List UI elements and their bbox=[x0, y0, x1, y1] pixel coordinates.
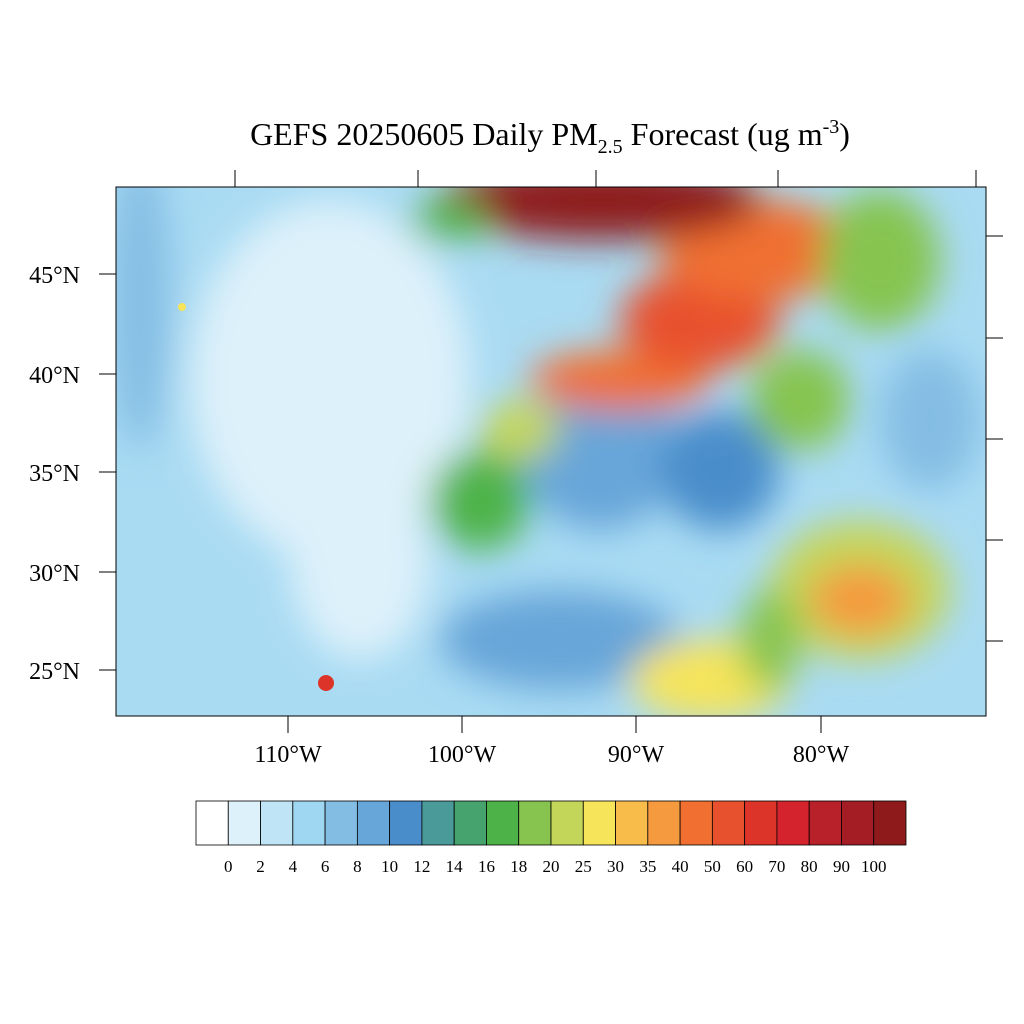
colorbar-label: 40 bbox=[672, 857, 689, 876]
axis-labels: 45°N 40°N 35°N 30°N 25°N 110°W 100°W 90°W 80°W bbox=[29, 263, 849, 768]
colorbar-box bbox=[486, 800, 520, 846]
colorbar: 0 2 4 6 8 10 12 14 16 18 20 25 30 35 40 50 60 70 80 90 100 bbox=[195, 800, 907, 876]
lon-label: 110°W bbox=[254, 742, 322, 768]
colorbar-label: 90 bbox=[833, 857, 850, 876]
colorbar-label: 35 bbox=[639, 857, 656, 876]
colorbar-label: 8 bbox=[353, 857, 362, 876]
colorbar-label: 70 bbox=[768, 857, 785, 876]
colorbar-box bbox=[421, 800, 455, 846]
colorbar-box bbox=[711, 800, 746, 846]
colorbar-box bbox=[227, 800, 261, 846]
colorbar-label: 80 bbox=[801, 857, 818, 876]
colorbar-label: 100 bbox=[861, 857, 887, 876]
colorbar-label: 0 bbox=[224, 857, 233, 876]
ticks bbox=[99, 170, 1003, 733]
colorbar-box bbox=[679, 800, 713, 846]
colorbar-box bbox=[615, 800, 649, 846]
lat-label: 35°N bbox=[29, 461, 80, 487]
colorbar-label: 60 bbox=[736, 857, 753, 876]
title-subscript: 2.5 bbox=[598, 136, 623, 158]
colorbar-label: 4 bbox=[289, 857, 298, 876]
map-field bbox=[116, 187, 986, 716]
colorbar-label: 10 bbox=[381, 857, 398, 876]
colorbar-label: 25 bbox=[575, 857, 592, 876]
title-superscript: -3 bbox=[823, 116, 840, 138]
colorbar-label: 50 bbox=[704, 857, 721, 876]
colorbar-label: 14 bbox=[446, 857, 464, 876]
colorbar-box bbox=[260, 800, 294, 846]
colorbar-box bbox=[776, 800, 810, 846]
colorbar-box bbox=[873, 800, 907, 846]
colorbar-box bbox=[389, 800, 423, 846]
colorbar-label: 6 bbox=[321, 857, 330, 876]
lon-label: 90°W bbox=[608, 742, 665, 768]
colorbar-box bbox=[582, 800, 616, 846]
colorbar-box bbox=[453, 800, 487, 846]
colorbar-label: 2 bbox=[256, 857, 265, 876]
colorbar-box bbox=[841, 800, 875, 846]
colorbar-label: 30 bbox=[607, 857, 624, 876]
title-rest: Forecast (ug m bbox=[631, 116, 823, 152]
colorbar-box bbox=[195, 800, 229, 846]
lat-label: 40°N bbox=[29, 363, 80, 389]
colorbar-box bbox=[356, 800, 391, 846]
colorbar-box bbox=[550, 800, 584, 846]
title-main: GEFS 20250605 Daily PM bbox=[250, 116, 598, 152]
map-frame bbox=[115, 186, 987, 717]
colorbar-box bbox=[744, 800, 778, 846]
title: GEFS 20250605 Daily PM2.5 Forecast (ug m-… bbox=[250, 116, 850, 158]
lat-label: 30°N bbox=[29, 561, 80, 587]
colorbar-label: 18 bbox=[510, 857, 527, 876]
title-end: ) bbox=[839, 116, 850, 152]
colorbar-label: 20 bbox=[543, 857, 560, 876]
lat-label: 45°N bbox=[29, 263, 80, 289]
colorbar-box bbox=[647, 800, 681, 846]
lat-label: 25°N bbox=[29, 659, 80, 685]
colorbar-label: 16 bbox=[478, 857, 495, 876]
colorbar-box bbox=[324, 800, 358, 846]
colorbar-box bbox=[518, 800, 552, 846]
colorbar-label: 12 bbox=[413, 857, 430, 876]
colorbar-box bbox=[808, 800, 842, 846]
lon-label: 100°W bbox=[428, 742, 497, 768]
lon-label: 80°W bbox=[793, 742, 850, 768]
colorbar-box bbox=[292, 800, 326, 846]
